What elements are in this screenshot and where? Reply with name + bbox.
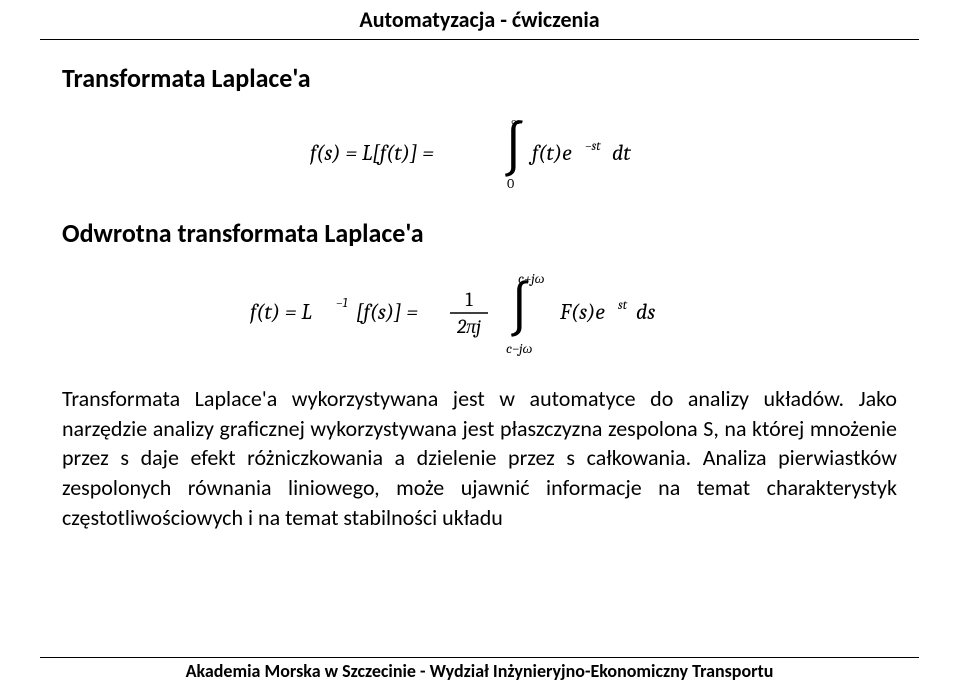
section-title-inverse: Odwrotna transformata Laplace'a	[62, 217, 897, 249]
section-title-laplace: Transformata Laplace'a	[62, 62, 897, 94]
formula-laplace: f(s) = L[f(t)] = ∫ ∞ 0 f(t)e −st dt	[62, 112, 897, 195]
paragraph-text: Transformata Laplace'a wykorzystywana je…	[62, 385, 897, 531]
f2-lhs-a: f(t) = L	[250, 299, 312, 325]
page-footer: Akademia Morska w Szczecinie - Wydział I…	[40, 649, 919, 682]
f2-int-upper: c+jω	[518, 270, 545, 287]
content-area: Transformata Laplace'a f(s) = L[f(t)] = …	[0, 40, 959, 532]
footer-rule	[40, 657, 919, 658]
page: Automatyzacja - ćwiczenia Transformata L…	[0, 0, 959, 694]
f1-exp: −st	[585, 139, 601, 154]
f2-exp: st	[618, 298, 628, 313]
footer-text: Akademia Morska w Szczecinie - Wydział I…	[40, 660, 919, 682]
f1-lhs: f(s) = L[f(t)] =	[310, 140, 434, 166]
f1-int-lower: 0	[507, 175, 514, 190]
section1-text: Transformata Laplace'a	[62, 62, 311, 94]
f2-frac-den: 2πj	[455, 315, 480, 338]
f2-lhs-sup: −1	[336, 296, 348, 311]
section2-text: Odwrotna transformata Laplace'a	[62, 217, 424, 249]
f2-integrand: F(s)e	[559, 299, 605, 325]
formula1-svg: f(s) = L[f(t)] = ∫ ∞ 0 f(t)e −st dt	[310, 112, 650, 190]
f1-int-upper: ∞	[510, 113, 522, 130]
header-title: Automatyzacja - ćwiczenia	[359, 6, 599, 33]
formula-inverse: f(t) = L −1 [f(s)] = 1 2πj ∫ c+jω c−jω F…	[62, 267, 897, 362]
f2-tail: ds	[636, 299, 655, 325]
page-header: Automatyzacja - ćwiczenia	[0, 0, 959, 35]
footer-label: Akademia Morska w Szczecinie - Wydział I…	[186, 660, 774, 682]
f2-frac-num: 1	[465, 288, 473, 311]
f1-integrand: f(t)e	[528, 140, 572, 166]
f2-int-lower: c−jω	[506, 340, 532, 357]
f1-tail: dt	[612, 140, 631, 166]
f2-lhs-b: [f(s)] =	[356, 299, 418, 325]
body-paragraph: Transformata Laplace'a wykorzystywana je…	[62, 384, 897, 532]
formula2-svg: f(t) = L −1 [f(s)] = 1 2πj ∫ c+jω c−jω F…	[250, 267, 710, 357]
